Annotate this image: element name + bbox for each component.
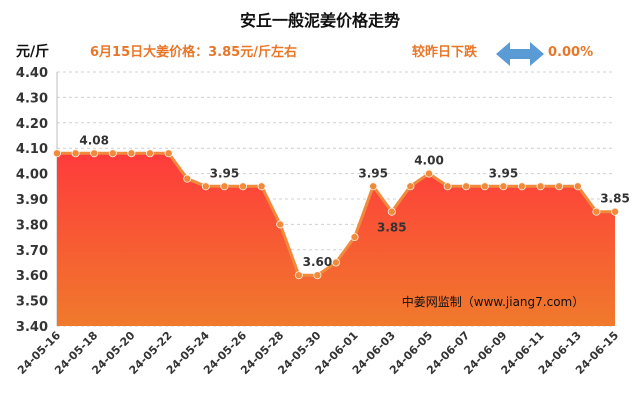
- data-point: [220, 182, 229, 191]
- data-point: [350, 233, 359, 242]
- data-point: [387, 207, 396, 216]
- data-label: 3.85: [600, 192, 630, 206]
- data-point: [183, 174, 192, 183]
- data-point: [518, 182, 527, 191]
- y-tick-label: 4.00: [16, 168, 48, 183]
- data-point: [499, 182, 508, 191]
- data-point: [480, 182, 489, 191]
- y-axis-ticks: 3.40 3.50 3.60 3.70 3.80 3.90 4.00 4.10 4.20 4.30…: [16, 66, 48, 335]
- price-area: [57, 153, 615, 326]
- unit-label: 元/斤: [16, 43, 49, 60]
- y-tick-label: 4.40: [16, 66, 48, 81]
- data-point: [573, 182, 582, 191]
- data-label: 3.60: [303, 255, 333, 269]
- data-point: [127, 149, 136, 158]
- data-points: [53, 149, 620, 280]
- data-point: [90, 149, 99, 158]
- y-tick-label: 3.50: [16, 295, 48, 310]
- chart-title: 安丘一般泥姜价格走势: [240, 11, 400, 30]
- y-tick-label: 3.40: [16, 320, 48, 335]
- data-label: 4.00: [414, 154, 444, 168]
- data-point: [536, 182, 545, 191]
- data-label: 3.95: [489, 166, 519, 180]
- data-point: [369, 182, 378, 191]
- data-point: [145, 149, 154, 158]
- data-label: 3.95: [358, 166, 388, 180]
- data-label: 4.08: [79, 133, 109, 147]
- price-headline: 6月15日大姜价格：3.85元/斤左右: [90, 44, 297, 60]
- data-point: [313, 271, 322, 280]
- data-point: [555, 182, 564, 191]
- y-tick-label: 3.70: [16, 244, 48, 259]
- data-point: [201, 182, 210, 191]
- y-tick-label: 4.10: [16, 142, 48, 157]
- data-point: [462, 182, 471, 191]
- data-point: [592, 207, 601, 216]
- down-arrow-icon: [496, 42, 544, 66]
- data-point: [164, 149, 173, 158]
- area-fill: [57, 153, 615, 326]
- data-point: [71, 149, 80, 158]
- data-point: [276, 220, 285, 229]
- y-tick-label: 3.80: [16, 218, 48, 233]
- watermark: 中姜网监制（www.jiang7.com）: [402, 294, 584, 309]
- change-label: 较昨日下跌: [412, 44, 478, 60]
- data-label: 3.95: [210, 166, 240, 180]
- y-tick-label: 3.90: [16, 193, 48, 208]
- data-point: [443, 182, 452, 191]
- data-point: [611, 207, 620, 216]
- data-point: [238, 182, 247, 191]
- data-point: [406, 182, 415, 191]
- data-point: [294, 271, 303, 280]
- y-tick-label: 4.20: [16, 117, 48, 132]
- data-point: [53, 149, 62, 158]
- y-tick-label: 3.60: [16, 269, 48, 284]
- data-point: [108, 149, 117, 158]
- data-point: [331, 258, 340, 267]
- data-label: 3.85: [377, 221, 407, 235]
- change-value: 0.00%: [548, 45, 593, 60]
- data-labels: 4.08 3.95 3.60 3.95 3.85 4.00 3.95 3.85: [79, 133, 629, 269]
- data-point: [424, 169, 433, 178]
- x-axis-ticks: 24-05-1624-05-1824-05-2024-05-2224-05-24…: [15, 329, 621, 377]
- data-point: [257, 182, 266, 191]
- y-tick-label: 4.30: [16, 91, 48, 106]
